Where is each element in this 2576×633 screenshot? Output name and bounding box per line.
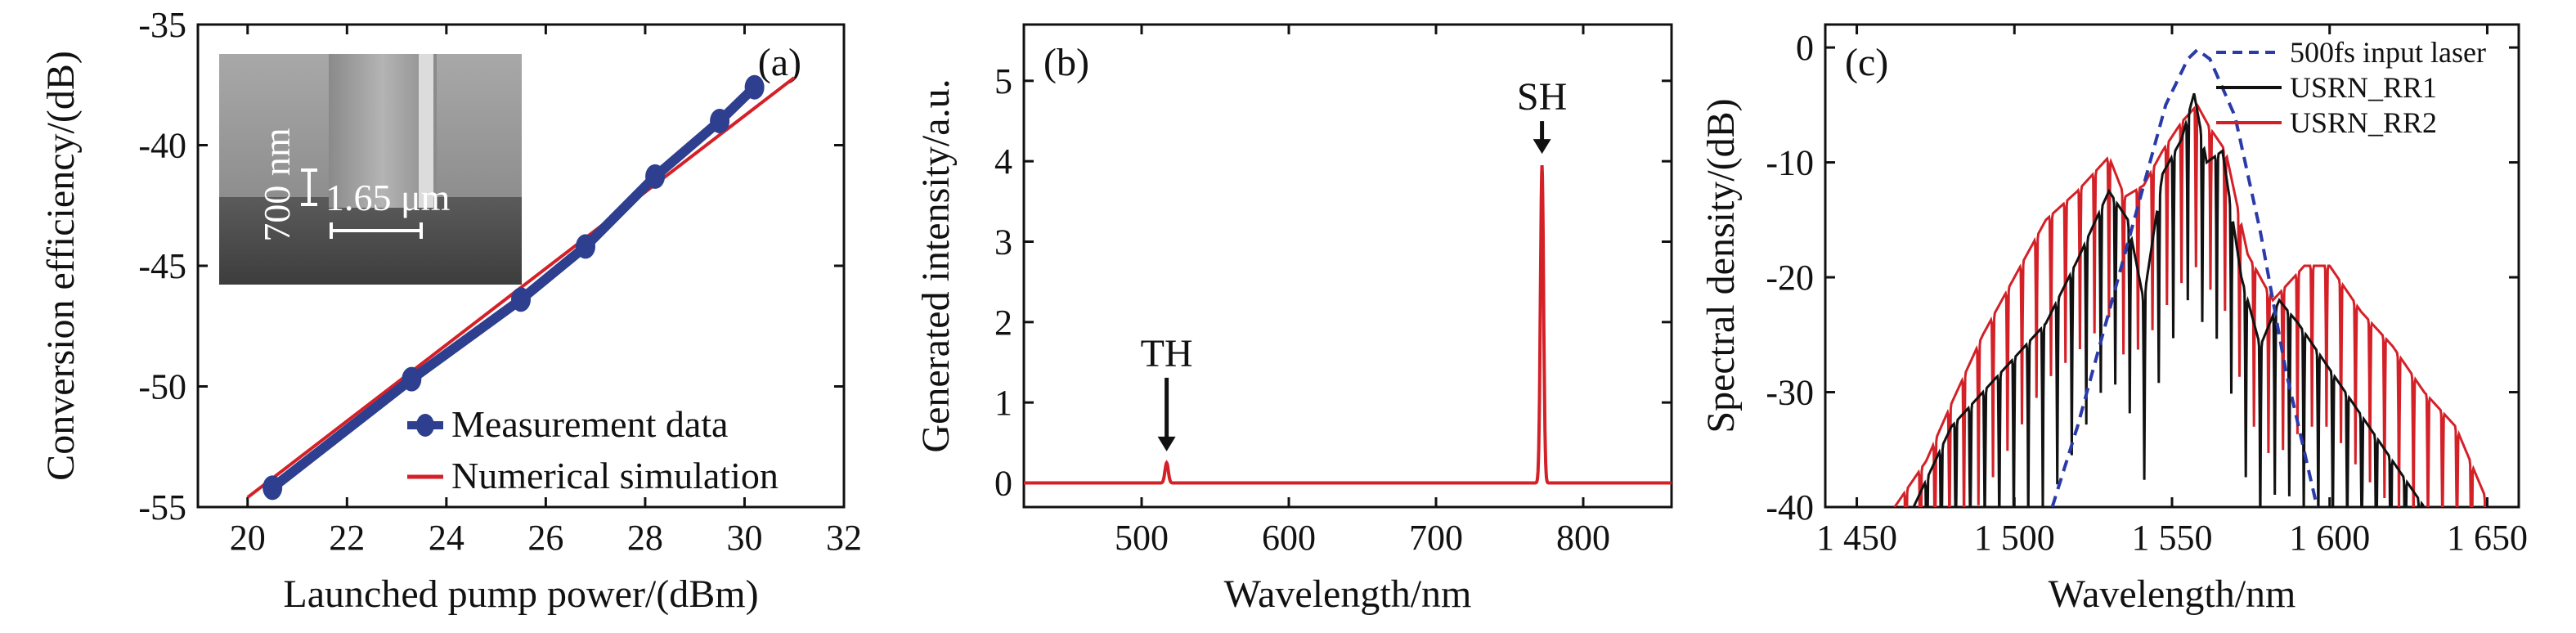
panel-c-legend: 500fs input laser USRN_RR1 USRN_RR2 — [2216, 36, 2486, 139]
x-tick-label: 20 — [230, 518, 266, 558]
y-tick-label: 0 — [994, 464, 1012, 504]
panel-label: (b) — [1043, 41, 1089, 84]
panel-b-generated-intensity: 500 600 700 800 0 1 2 3 4 5 Wavelength/nm Generated… — [914, 23, 1673, 616]
panel-b-plot-area: 500 600 700 800 0 1 2 3 4 5 Wavelength/nm Generated… — [914, 23, 1673, 616]
spectra-group — [1893, 47, 2487, 507]
x-tick-label: 28 — [627, 518, 663, 558]
x-tick-label: 1 500 — [1974, 518, 2055, 558]
legend-measurement-label: Measurement data — [451, 403, 728, 445]
x-axis-label: Wavelength/nm — [1224, 572, 1472, 616]
y-tick-label: -30 — [1766, 373, 1814, 413]
x-tick-label: 1 600 — [2289, 518, 2370, 558]
x-tick-label: 26 — [527, 518, 563, 558]
measurement-point — [744, 74, 765, 100]
x-tick-label: 500 — [1115, 518, 1169, 558]
measurement-point — [511, 287, 531, 312]
y-axis-label: Conversion efficiency/(dB) — [39, 51, 83, 481]
x-tick-label: 600 — [1262, 518, 1316, 558]
y-tick-label: 4 — [994, 141, 1012, 182]
legend-simulation-label: Numerical simulation — [451, 455, 779, 496]
x-tick-label: 32 — [826, 518, 862, 558]
y-tick-label: -55 — [138, 487, 186, 528]
panel-c-plot-area: 1 450 1 500 1 550 1 600 1 650 -40 -30 -20 -10 0 Wa… — [1699, 23, 2528, 616]
x-tick-label: 1 550 — [2132, 518, 2213, 558]
y-tick-label: -10 — [1766, 143, 1814, 183]
peak-label: SH — [1517, 75, 1567, 119]
waveguide-edge-highlight — [419, 54, 433, 208]
panel-c-spectral-density: 1 450 1 500 1 550 1 600 1 650 -40 -30 -20 -10 0 Wa… — [1699, 23, 2528, 616]
panel-a-plot-area: 20 22 24 26 28 30 32 -55 -50 -45 -40 -35 Launched pu… — [39, 5, 862, 616]
x-tick-label: 1 650 — [2447, 518, 2528, 558]
y-axis-label: Generated intensity/a.u. — [914, 79, 958, 452]
inset-height-label: 700 nm — [256, 128, 298, 242]
y-tick-label: -20 — [1766, 258, 1814, 298]
y-tick-label: -40 — [1766, 487, 1814, 528]
panel-a-conversion-efficiency: 20 22 24 26 28 30 32 -55 -50 -45 -40 -35 Launched pu… — [39, 5, 862, 616]
x-tick-label: 700 — [1409, 518, 1463, 558]
x-tick-label: 22 — [329, 518, 365, 558]
peak-label: TH — [1141, 332, 1193, 375]
panel-label: (a) — [758, 41, 801, 84]
panel-a-legend: Measurement data Numerical simulation — [407, 403, 779, 496]
y-tick-label: 0 — [1796, 28, 1814, 68]
y-tick-label: 5 — [994, 61, 1012, 101]
y-tick-label: -40 — [138, 126, 186, 166]
measurement-point — [263, 475, 283, 501]
measurement-point — [402, 366, 422, 392]
y-tick-label: 1 — [994, 383, 1012, 423]
x-tick-label: 30 — [726, 518, 762, 558]
x-tick-label: 1 450 — [1816, 518, 1897, 558]
rr1-spectrum-line — [1913, 92, 2425, 507]
measurement-point — [710, 109, 730, 133]
panel-label: (c) — [1845, 41, 1888, 84]
y-tick-label: -50 — [138, 367, 186, 407]
legend-rr1-label: USRN_RR1 — [2290, 71, 2437, 104]
y-tick-label: -35 — [138, 5, 186, 45]
measurement-point — [645, 164, 666, 189]
peak-arrowhead — [1533, 139, 1551, 155]
panel-a-sem-inset: 700 nm 1.65 μm — [219, 54, 522, 285]
axes-frame — [1022, 23, 1673, 509]
legend-measurement-marker — [416, 414, 434, 437]
peak-arrowhead — [1157, 436, 1176, 451]
legend-input-laser-label: 500fs input laser — [2290, 36, 2486, 69]
x-axis-label: Launched pump power/(dBm) — [283, 572, 758, 616]
y-tick-label: 2 — [994, 303, 1012, 343]
input-laser-line — [2050, 47, 2319, 507]
inset-width-label: 1.65 μm — [325, 177, 451, 218]
legend-rr2-label: USRN_RR2 — [2290, 106, 2437, 139]
y-axis-label: Spectral density/(dB) — [1699, 98, 1743, 433]
x-axis-label: Wavelength/nm — [2049, 572, 2296, 616]
x-tick-label: 24 — [429, 518, 464, 558]
x-tick-label: 800 — [1556, 518, 1610, 558]
intensity-spectrum-line — [1024, 165, 1672, 485]
y-tick-label: -45 — [138, 246, 186, 286]
measurement-point — [576, 234, 595, 259]
y-tick-label: 3 — [994, 222, 1012, 263]
